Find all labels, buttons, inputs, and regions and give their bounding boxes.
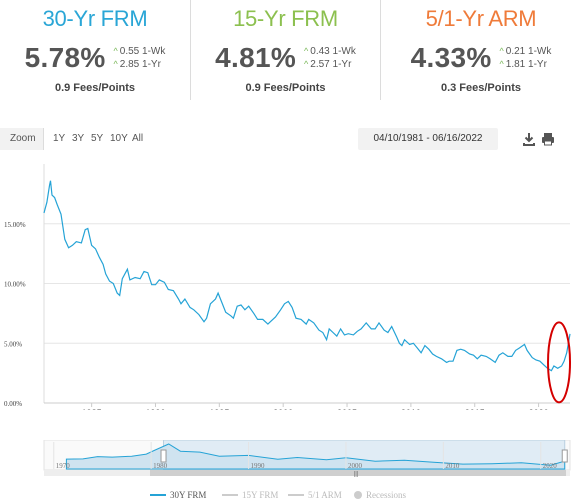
download-icon[interactable] xyxy=(520,130,538,148)
chart-toolbar: Zoom 1Y 3Y 5Y 10Y All 04/10/1981 - 06/16… xyxy=(0,128,581,150)
legend-line-icon xyxy=(150,494,166,496)
navigator-tick-label: 1990 xyxy=(251,462,265,470)
scroll-grip-icon: ||| xyxy=(354,472,359,478)
y-tick-label: 10.00% xyxy=(4,281,26,289)
rate-card-30yr: 30-Yr FRM 5.78% ^ 0.55 1-Wk ^ 2.85 1-Yr 0.… xyxy=(0,0,190,100)
x-tick-label: 1985 xyxy=(82,408,102,410)
arrow-up-icon: ^ xyxy=(113,59,118,69)
rate-title: 15-Yr FRM xyxy=(233,6,338,31)
rate-card-arm: 5/1-Yr ARM 4.33% ^ 0.21 1-Wk ^ 1.81 1-Yr 0… xyxy=(380,0,581,100)
fees-points: 0.9 Fees/Points xyxy=(245,82,326,94)
navigator-tick-label: 2000 xyxy=(348,462,363,470)
x-tick-label: 2005 xyxy=(337,408,357,410)
y-tick-label: 5.00% xyxy=(4,340,22,348)
navigator-scrollbar-thumb[interactable] xyxy=(150,470,566,476)
navigator-handle-right[interactable] xyxy=(561,449,568,463)
fees-points: 0.9 Fees/Points xyxy=(54,82,136,94)
rate-value: 5.78% xyxy=(24,42,106,73)
legend-item-recessions[interactable]: Recessions xyxy=(354,490,406,500)
series-line-30y-frm xyxy=(43,180,571,372)
zoom-1y-button[interactable]: 1Y xyxy=(53,133,66,144)
legend-item-15y-frm[interactable]: 15Y FRM xyxy=(222,490,278,500)
legend-label: Recessions xyxy=(366,490,406,500)
rate-title: 30-Yr FRM xyxy=(42,6,148,31)
rate-value: 4.33% xyxy=(410,42,492,73)
arrow-up-icon: ^ xyxy=(304,46,309,56)
y-tick-label: 15.00% xyxy=(4,221,26,229)
range-navigator[interactable]: 1970 1980 1990 2000 2010 2020 ||| xyxy=(0,440,581,480)
x-tick-label: 1995 xyxy=(209,408,229,410)
x-tick-label: 2010 xyxy=(401,408,421,410)
x-tick-label: 1990 xyxy=(145,408,165,410)
yearly-change: ^ 2.57 1-Yr xyxy=(304,59,352,70)
chart-legend: 30Y FRM 15Y FRM 5/1 ARM Recessions xyxy=(0,488,581,504)
legend-item-5-1-arm[interactable]: 5/1 ARM xyxy=(288,490,342,500)
zoom-10y-button[interactable]: 10Y xyxy=(110,133,128,144)
navigator-tick-label: 2010 xyxy=(445,462,460,470)
weekly-change: ^ 0.21 1-Wk xyxy=(499,46,552,57)
date-range[interactable]: 04/10/1981 - 06/16/2022 xyxy=(358,128,498,150)
weekly-change: ^ 0.43 1-Wk xyxy=(304,46,356,57)
legend-line-icon xyxy=(222,494,238,496)
yearly-change: ^ 2.85 1-Yr xyxy=(113,59,161,70)
rate-card-15yr: 15-Yr FRM 4.81% ^ 0.43 1-Wk ^ 2.57 1-Yr 0.… xyxy=(190,0,380,100)
arrow-up-icon: ^ xyxy=(113,46,118,56)
zoom-all-button[interactable]: All xyxy=(132,133,144,144)
arrow-up-icon: ^ xyxy=(304,59,309,69)
legend-item-30y-frm[interactable]: 30Y FRM xyxy=(150,490,206,500)
x-tick-label: 2020 xyxy=(529,408,549,410)
legend-label: 30Y FRM xyxy=(170,490,207,500)
highlight-circle-annotation xyxy=(547,321,572,404)
y-tick-label: 0.00% xyxy=(4,400,22,408)
x-tick-label: 2015 xyxy=(465,408,485,410)
weekly-change: ^ 0.55 1-Wk xyxy=(113,46,166,57)
yearly-change: ^ 1.81 1-Yr xyxy=(499,59,547,70)
rate-value: 4.81% xyxy=(215,42,297,73)
fees-points: 0.3 Fees/Points xyxy=(440,82,522,94)
zoom-5y-button[interactable]: 5Y xyxy=(91,133,104,144)
zoom-3y-button[interactable]: 3Y xyxy=(72,133,85,144)
legend-label: 5/1 ARM xyxy=(308,490,342,500)
rate-title: 5/1-Yr ARM xyxy=(425,6,537,31)
legend-dot-icon xyxy=(354,491,362,499)
x-tick-label: 2000 xyxy=(273,408,293,410)
legend-line-icon xyxy=(288,494,304,496)
print-icon[interactable] xyxy=(539,130,557,148)
arrow-up-icon: ^ xyxy=(499,59,504,69)
legend-label: 15Y FRM xyxy=(242,490,279,500)
navigator-handle-left[interactable] xyxy=(160,449,167,463)
navigator-series-area xyxy=(65,443,566,470)
arrow-up-icon: ^ xyxy=(499,46,504,56)
rate-history-chart: 0.00% 5.00% 10.00% 15.00% 1985 1990 1995 2000 2… xyxy=(4,164,572,410)
navigator-tick-label: 1980 xyxy=(153,462,168,470)
navigator-tick-label: 1970 xyxy=(56,462,70,470)
zoom-label: Zoom xyxy=(0,128,44,150)
navigator-tick-label: 2020 xyxy=(543,462,558,470)
